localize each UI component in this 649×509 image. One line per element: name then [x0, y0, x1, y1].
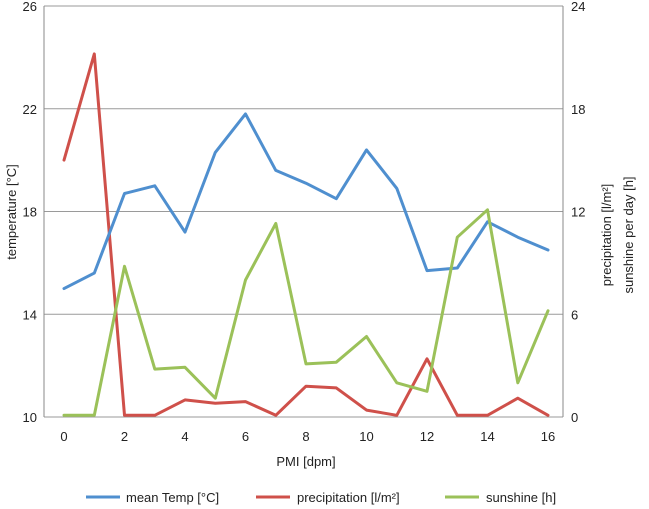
x-tick-label: 14: [480, 429, 494, 444]
x-tick-label: 8: [302, 429, 309, 444]
x-tick-label: 6: [242, 429, 249, 444]
y-tick-label-right: 24: [571, 0, 585, 14]
left-axis-title: temperature [°C]: [4, 164, 19, 260]
y-tick-label-left: 14: [23, 307, 37, 322]
right-axis-ticks: 0 6 12 18 24: [571, 0, 585, 425]
legend: mean Temp [°C] precipitation [l/m²] suns…: [86, 490, 556, 505]
y-tick-label-left: 22: [23, 102, 37, 117]
y-tick-label-left: 18: [23, 205, 37, 220]
series-line-mean-temp: [62, 112, 550, 291]
x-tick-label: 0: [60, 429, 67, 444]
y-tick-label-right: 18: [571, 102, 585, 117]
x-tick-label: 16: [541, 429, 555, 444]
legend-label-precipitation: precipitation [l/m²]: [297, 490, 400, 505]
series-lines: [62, 52, 550, 417]
x-axis-ticks: 0 2 4 6 8 10 12 14 16: [60, 429, 555, 444]
right-axis-title-precipitation: precipitation [l/m²]: [599, 184, 614, 287]
legend-label-temp: mean Temp [°C]: [126, 490, 219, 505]
series-line-sunshine: [62, 208, 550, 417]
x-tick-label: 10: [359, 429, 373, 444]
y-tick-label-right: 6: [571, 307, 578, 322]
legend-label-sunshine: sunshine [h]: [486, 490, 556, 505]
series-line-precipitation: [62, 52, 550, 417]
y-tick-label-right: 0: [571, 410, 578, 425]
y-tick-label-left: 10: [23, 410, 37, 425]
x-axis-title: PMI [dpm]: [276, 454, 335, 469]
y-tick-label-right: 12: [571, 205, 585, 220]
right-axis-title-sunshine: sunshine per day [h]: [621, 176, 636, 293]
y-tick-label-left: 26: [23, 0, 37, 14]
x-tick-label: 12: [420, 429, 434, 444]
x-tick-label: 4: [181, 429, 188, 444]
x-tick-label: 2: [121, 429, 128, 444]
left-axis-ticks: 10 14 18 22 26: [23, 0, 37, 425]
gridlines: [43, 5, 564, 418]
